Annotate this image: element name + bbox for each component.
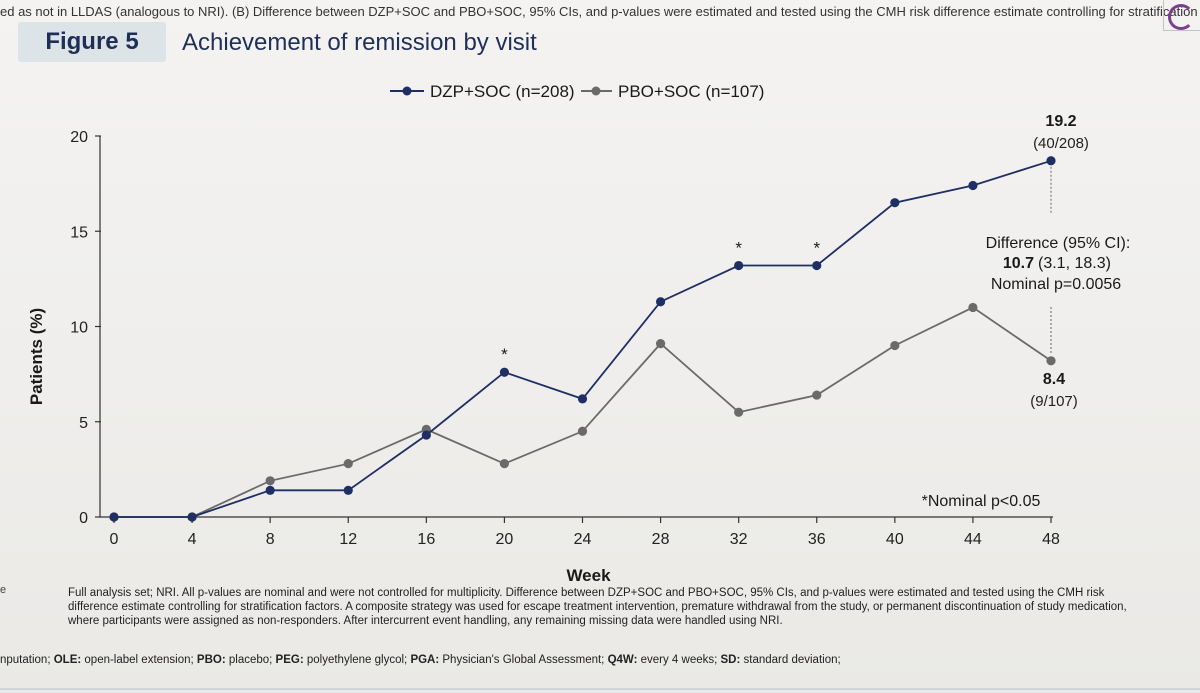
legend-dzp-marker [402, 86, 412, 96]
left-edge-marker: e [0, 584, 7, 596]
dzp-data-point [890, 198, 900, 208]
pbo-end-fraction: (9/107) [1030, 393, 1078, 410]
legend-pbo-marker [591, 86, 601, 96]
x-tick-label: 24 [574, 531, 592, 548]
x-tick-label: 44 [964, 531, 982, 548]
abbreviation-term: PBO: [196, 654, 226, 666]
dzp-data-point [812, 260, 822, 271]
dzp-data-point [421, 430, 431, 440]
figure-footnote: Full analysis set; NRI. All p-values are… [68, 587, 1127, 627]
pbo-data-point [265, 476, 275, 486]
dzp-data-point [734, 260, 744, 271]
abbreviation-term: PEG: [275, 654, 304, 666]
difference-value: 10.7 [1003, 255, 1034, 272]
logo-frame [1163, 0, 1200, 31]
logo-icon [1168, 4, 1194, 30]
pbo-data-point [1046, 356, 1056, 366]
abbreviation-definition: open-label extension; [81, 654, 197, 666]
y-tick-label: 20 [70, 129, 88, 146]
dzp-end-fraction: (40/208) [1033, 135, 1089, 152]
remission-line-chart: DZP+SOC (n=208) PBO+SOC (n=107) 0 5 10 15 20… [27, 60, 1131, 585]
abbreviation-definition: every 4 weeks; [637, 654, 721, 666]
x-tick-label: 32 [730, 531, 748, 548]
x-tick-label: 48 [1042, 531, 1060, 548]
x-tick-label: 20 [496, 531, 514, 548]
y-tick-label: 10 [70, 320, 88, 337]
dzp-series-line [114, 159, 1052, 518]
abbreviation-term: SD: [720, 654, 741, 666]
figure-label: Figure 5 [18, 22, 166, 62]
pbo-data-point [968, 302, 978, 313]
dzp-data-point [343, 485, 353, 495]
annotations: 19.2 (40/208) Difference (95% CI): 10.7 … [922, 113, 1131, 510]
legend-pbo-label: PBO+SOC (n=107) [618, 82, 764, 101]
pbo-data-point [812, 390, 822, 400]
x-tick-label: 0 [110, 531, 119, 548]
x-tick-label: 8 [266, 531, 275, 548]
abbreviation-definition: nputation; [0, 654, 54, 666]
bottom-divider [0, 688, 1200, 690]
x-tick-label: 4 [188, 531, 197, 548]
dzp-data-point [968, 180, 978, 191]
pbo-series-line [114, 306, 1052, 518]
dzp-data-point [265, 485, 275, 495]
top-caption-text: ed as not in LLDAS (analogous to NRI). (… [0, 4, 1200, 19]
legend: DZP+SOC (n=208) PBO+SOC (n=107) [390, 82, 764, 101]
x-axis-title: Week [566, 566, 611, 585]
y-tick-label: 0 [79, 510, 88, 527]
dzp-end-value: 19.2 [1045, 113, 1076, 130]
pbo-data-point [655, 339, 666, 349]
abbreviation-definition: placebo; [225, 654, 276, 666]
difference-ci: (3.1, 18.3) [1038, 255, 1111, 272]
x-tick-label: 12 [339, 531, 357, 548]
y-axis-title: Patients (%) [27, 308, 46, 405]
x-tick-label: 40 [886, 531, 904, 548]
figure-title: Achievement of remission by visit [182, 29, 537, 56]
abbreviation-definition: polyethylene glycol; [303, 654, 411, 666]
legend-dzp-label: DZP+SOC (n=208) [430, 82, 575, 101]
pbo-data-point [890, 340, 900, 351]
abbreviation-definition: Physician's Global Assessment; [439, 654, 608, 666]
abbreviation-definition: standard deviation; [740, 654, 841, 666]
abbreviation-term: OLE: [53, 654, 82, 666]
dzp-data-point [187, 512, 197, 522]
series-layer: * * * * [109, 60, 1056, 522]
abbreviation-term: Q4W: [607, 654, 638, 666]
abbreviations-line: nputation; OLE: open-label extension; PB… [0, 654, 1200, 666]
significance-asterisk: * [1048, 60, 1055, 62]
nominal-p-value: Nominal p=0.0056 [991, 276, 1121, 293]
dzp-data-point [577, 394, 588, 404]
dzp-data-point [655, 297, 666, 307]
dzp-data-point [499, 367, 510, 377]
y-tick-label: 5 [79, 415, 88, 432]
pbo-data-point [499, 459, 510, 469]
pbo-end-value: 8.4 [1043, 371, 1065, 388]
y-tick-label: 15 [70, 224, 88, 241]
pbo-data-point [734, 407, 744, 417]
significance-asterisk: * [735, 239, 742, 258]
pbo-data-point [577, 426, 588, 436]
difference-label: Difference (95% CI): [986, 235, 1131, 252]
significance-asterisk: * [501, 345, 508, 364]
abbreviation-term: PGA: [410, 654, 440, 666]
x-tick-label: 36 [808, 531, 826, 548]
significance-asterisk: * [813, 239, 820, 258]
dzp-data-point [109, 512, 119, 522]
x-tick-label: 16 [417, 531, 435, 548]
significance-note: *Nominal p<0.05 [922, 493, 1041, 510]
pbo-data-point [343, 459, 353, 469]
x-tick-label: 28 [652, 531, 670, 548]
dzp-data-point [1046, 156, 1056, 166]
